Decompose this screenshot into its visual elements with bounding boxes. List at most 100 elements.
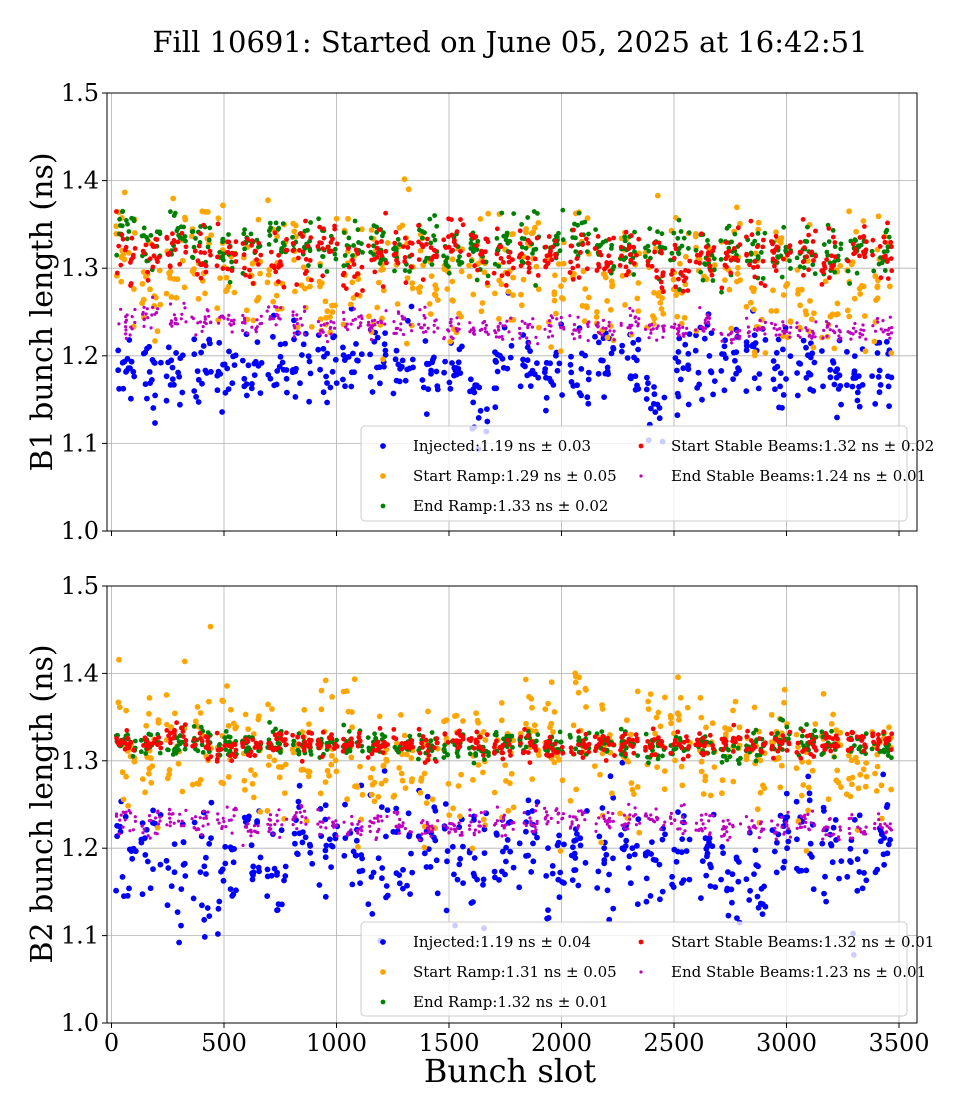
data-point <box>545 822 549 826</box>
data-point <box>718 876 724 883</box>
data-point <box>189 268 196 275</box>
data-point <box>826 226 832 231</box>
data-point <box>199 738 205 744</box>
data-point <box>784 280 791 287</box>
data-point <box>317 366 323 373</box>
data-point <box>417 284 424 290</box>
data-point <box>760 258 766 264</box>
data-point <box>633 732 639 737</box>
data-point <box>833 727 840 733</box>
data-point <box>176 739 182 744</box>
data-point <box>422 760 428 765</box>
data-point <box>635 308 642 314</box>
data-point <box>525 255 531 261</box>
data-point <box>220 202 226 209</box>
data-point <box>215 215 222 222</box>
data-point <box>203 317 207 321</box>
data-point <box>407 891 413 897</box>
data-point <box>673 745 678 751</box>
data-point <box>556 820 560 825</box>
data-point <box>694 828 698 832</box>
data-point <box>530 251 535 256</box>
data-point <box>884 227 890 233</box>
data-point <box>606 253 612 259</box>
data-point <box>165 251 171 257</box>
data-point <box>498 256 504 261</box>
data-point <box>592 333 598 340</box>
data-point <box>820 690 827 697</box>
data-point <box>805 352 811 359</box>
data-point <box>371 243 376 249</box>
data-point <box>444 286 451 292</box>
data-point <box>680 756 686 762</box>
data-point <box>677 329 681 333</box>
data-point <box>875 742 881 748</box>
data-point <box>399 222 406 229</box>
data-point <box>298 810 302 814</box>
data-point <box>292 840 298 847</box>
data-point <box>748 299 754 306</box>
data-point <box>510 804 517 811</box>
data-point <box>669 822 674 826</box>
data-point <box>798 249 804 255</box>
data-point <box>856 403 863 410</box>
data-point <box>146 765 153 772</box>
data-point <box>704 750 709 756</box>
data-point <box>611 742 616 748</box>
data-point <box>355 743 361 749</box>
data-point <box>668 750 674 756</box>
data-point <box>131 216 137 222</box>
data-point <box>345 215 351 222</box>
data-point <box>628 233 634 239</box>
data-point <box>755 385 762 392</box>
data-point <box>224 683 231 689</box>
data-point <box>628 257 634 263</box>
data-point <box>441 369 447 376</box>
data-point <box>468 232 474 238</box>
data-point <box>548 252 553 258</box>
data-point <box>886 724 892 731</box>
data-point <box>498 244 504 250</box>
data-point <box>408 755 415 761</box>
data-point <box>656 240 662 246</box>
data-point <box>172 313 176 317</box>
data-point <box>784 820 788 824</box>
data-point <box>495 805 499 809</box>
data-point <box>329 309 336 315</box>
data-point <box>399 741 405 746</box>
data-point <box>340 344 346 351</box>
data-point <box>374 364 380 371</box>
data-point <box>649 263 655 269</box>
data-point <box>381 739 387 745</box>
data-point <box>675 809 681 815</box>
data-point <box>359 867 366 874</box>
data-point <box>860 766 867 773</box>
data-point <box>728 835 732 839</box>
data-point <box>206 840 213 847</box>
data-point <box>409 252 415 258</box>
data-point <box>808 751 813 757</box>
data-point <box>140 248 146 254</box>
data-point <box>352 218 358 224</box>
data-point <box>492 744 497 750</box>
data-point <box>420 235 425 241</box>
data-point <box>830 228 836 233</box>
data-point <box>429 730 435 735</box>
data-point <box>535 374 542 381</box>
data-point <box>172 729 177 734</box>
data-point <box>747 262 752 268</box>
data-point <box>607 816 612 820</box>
data-point <box>542 366 549 372</box>
data-point <box>257 854 264 861</box>
data-point <box>421 770 428 777</box>
data-point <box>139 776 146 782</box>
data-point <box>433 368 440 375</box>
data-point <box>755 264 760 270</box>
data-point <box>635 753 641 758</box>
data-point <box>569 877 576 883</box>
data-point <box>392 810 396 815</box>
data-point <box>307 370 314 377</box>
data-point <box>324 399 330 406</box>
data-point <box>743 303 750 310</box>
data-point <box>458 217 463 222</box>
